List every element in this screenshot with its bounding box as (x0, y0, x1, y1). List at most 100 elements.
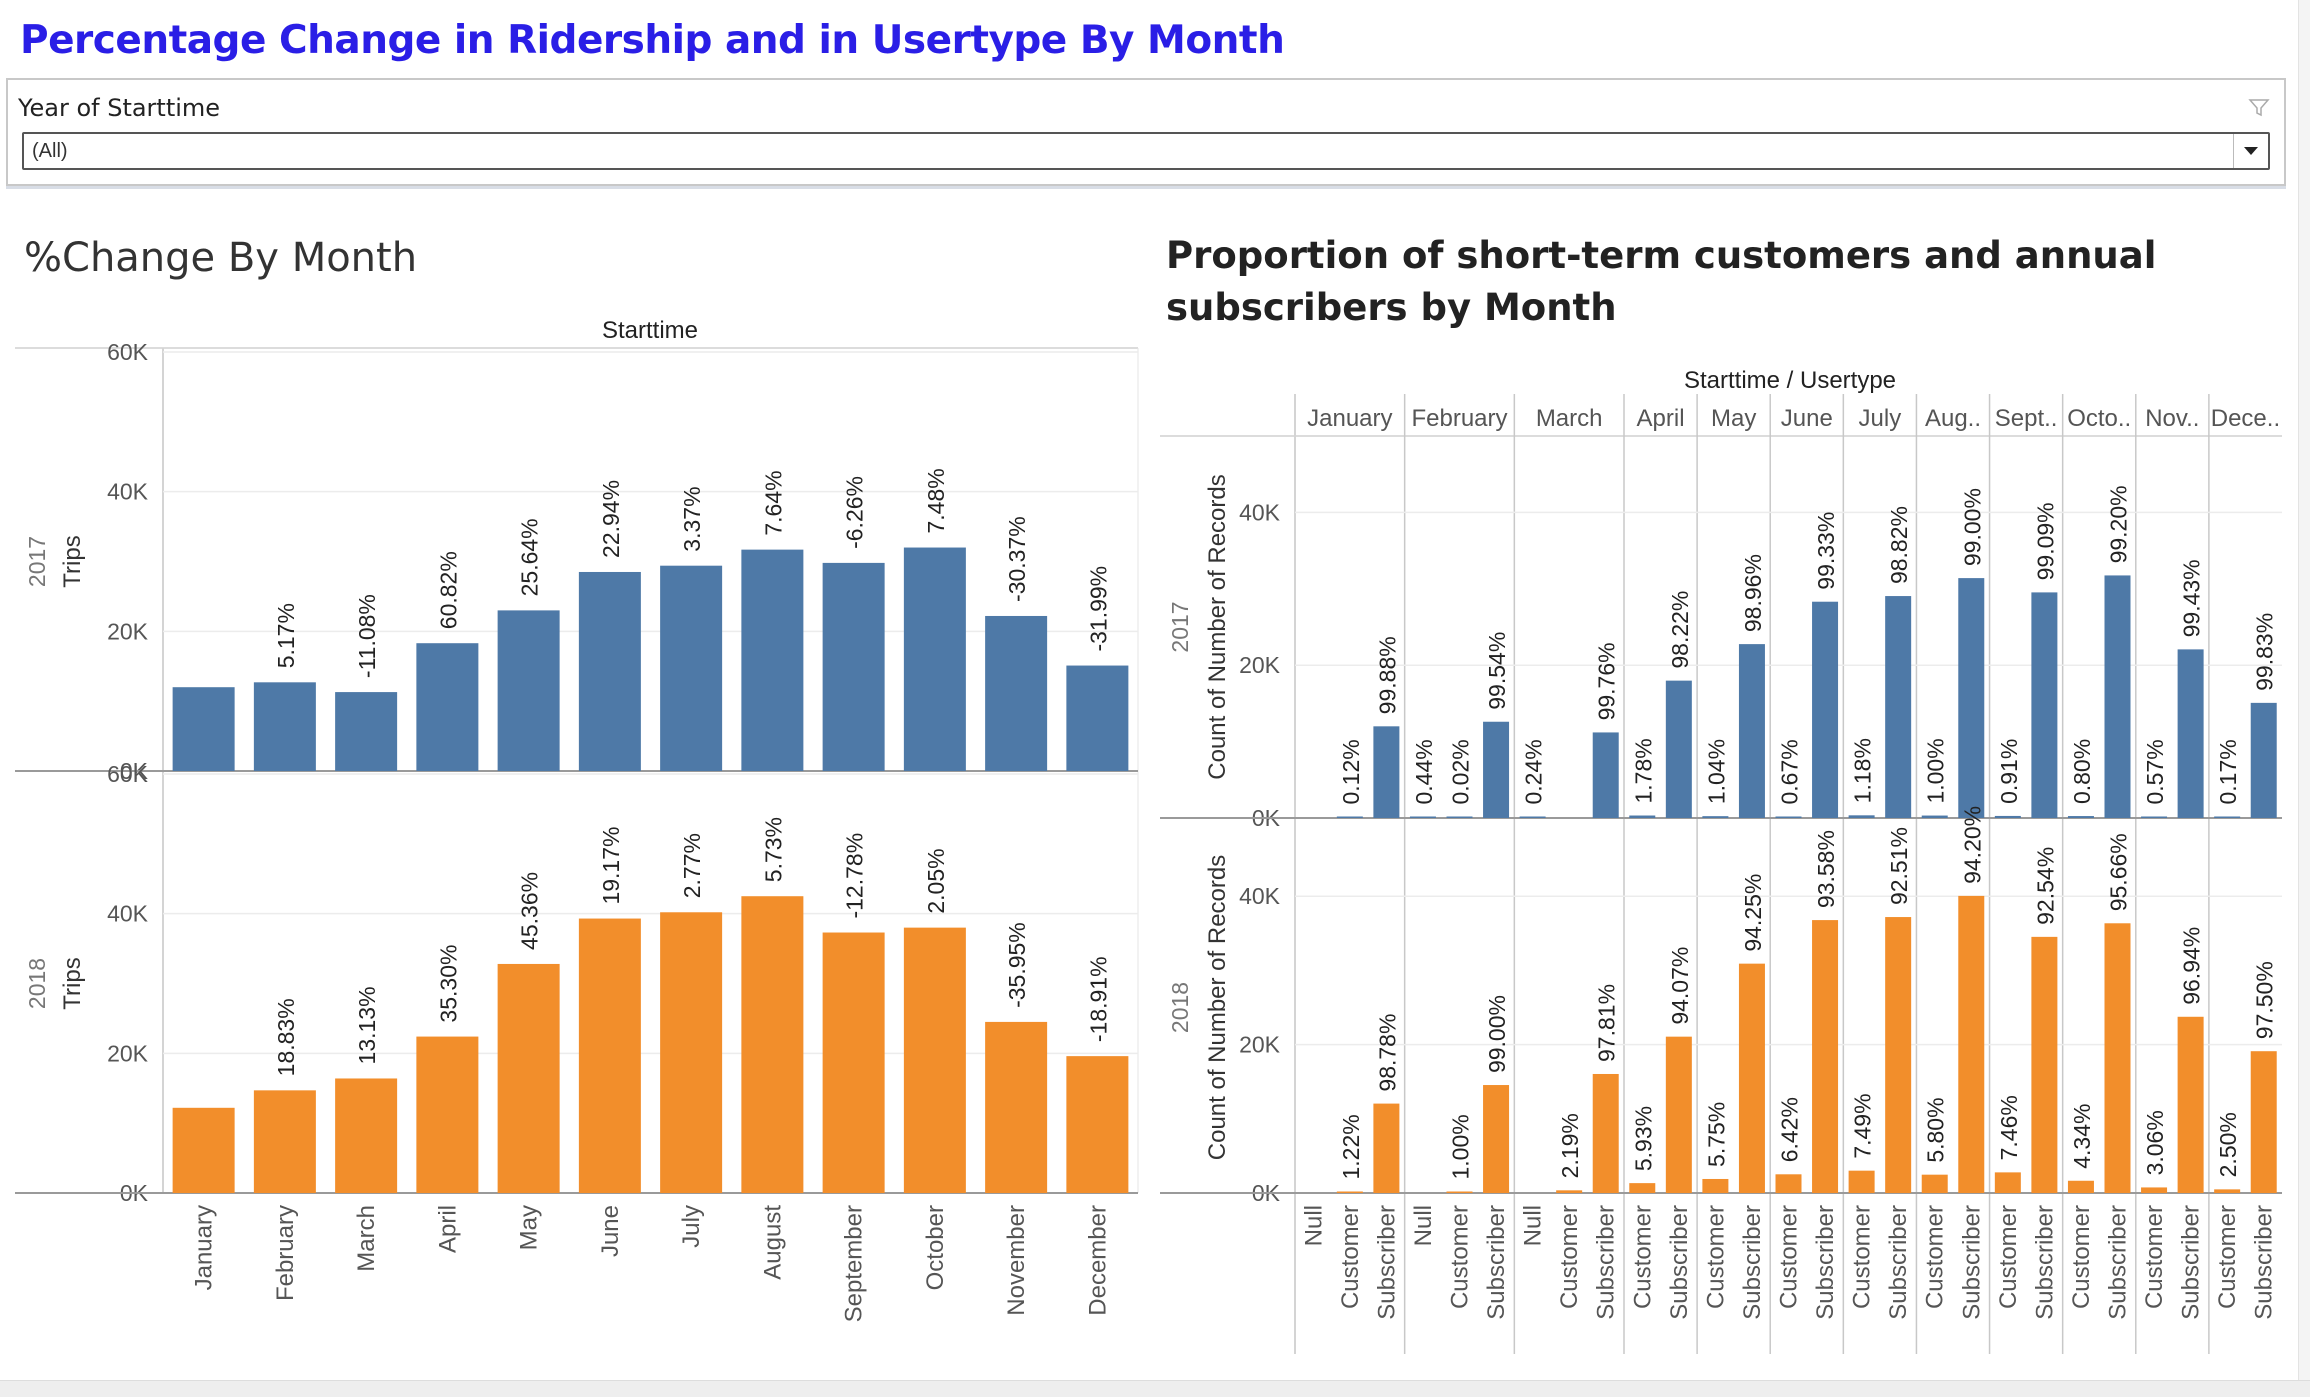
column-header: Starttime / Usertype (1684, 367, 1896, 394)
bar (1921, 1174, 1948, 1193)
bar (1848, 1170, 1875, 1193)
bar (1446, 1191, 1473, 1193)
x-tick-label: Null (1520, 1205, 1547, 1246)
data-label: 1.78% (1630, 738, 1656, 803)
bar (660, 912, 723, 1193)
vertical-scrollbar[interactable] (2298, 0, 2310, 1380)
data-label: 99.09% (2032, 502, 2058, 580)
bar (2177, 649, 2204, 818)
bar (416, 1036, 479, 1193)
data-label: 99.00% (1484, 995, 1510, 1073)
x-tick-label: April (434, 1205, 461, 1253)
row-year-label: 2017 (1167, 601, 1193, 652)
bar (1483, 721, 1510, 818)
bar (2214, 816, 2241, 818)
data-label: 13.13% (354, 986, 380, 1064)
bar (741, 896, 804, 1193)
bar (2031, 936, 2058, 1193)
x-tick-label: Customer (2214, 1205, 2241, 1309)
x-tick-label: Subscriber (1666, 1205, 1693, 1320)
data-label: 7.46% (1996, 1095, 2022, 1160)
bar (1592, 1073, 1619, 1193)
month-header: February (1411, 405, 1507, 432)
x-tick-label: Customer (2068, 1205, 2095, 1309)
data-label: 1.18% (1850, 738, 1876, 803)
funnel-icon[interactable] (2248, 96, 2270, 118)
data-label: -30.37% (1004, 516, 1030, 602)
bar (2177, 1016, 2204, 1193)
bar (578, 918, 641, 1193)
data-label: 5.80% (1923, 1097, 1949, 1162)
data-label: 2.05% (923, 848, 949, 913)
bar (416, 643, 479, 771)
y-tick-label: 0K (1252, 805, 1281, 831)
data-label: 25.64% (517, 518, 543, 596)
bar (1483, 1085, 1510, 1193)
data-label: 0.80% (2069, 739, 2095, 804)
y-tick-label: 40K (107, 901, 149, 927)
x-tick-label: Subscriber (1483, 1205, 1510, 1320)
bar (172, 687, 235, 771)
chevron-down-icon[interactable] (2233, 134, 2268, 168)
x-tick-label: July (678, 1205, 705, 1248)
bar (1702, 816, 1729, 818)
month-header: Nov.. (2145, 405, 2199, 432)
data-label: 4.34% (2069, 1104, 2095, 1169)
bar (2214, 1189, 2241, 1193)
bar (1066, 1056, 1129, 1193)
x-tick-label: October (922, 1205, 949, 1290)
bar (1066, 665, 1129, 771)
data-label: 5.17% (273, 603, 299, 668)
data-label: 0.17% (2215, 739, 2241, 804)
bar (741, 549, 804, 771)
data-label: 0.24% (1521, 739, 1547, 804)
x-tick-label: Subscriber (1812, 1205, 1839, 1320)
bar (903, 927, 966, 1193)
x-tick-label: August (759, 1205, 786, 1280)
y-axis-title: Count of Number of Records (1204, 474, 1231, 779)
y-tick-label: 20K (1239, 652, 1281, 678)
data-label: 6.42% (1777, 1097, 1803, 1162)
bar (1738, 644, 1765, 818)
x-tick-label: September (841, 1205, 868, 1322)
data-label: 99.54% (1484, 632, 1510, 710)
y-axis-title: Count of Number of Records (1204, 855, 1231, 1160)
data-label: 99.43% (2179, 559, 2205, 637)
y-tick-label: 20K (107, 1040, 149, 1066)
bar (253, 682, 316, 771)
data-label: 99.00% (1959, 488, 1985, 566)
year-filter: Year of Starttime (All) (6, 78, 2286, 186)
data-label: 1.04% (1703, 739, 1729, 804)
y-tick-label: 60K (107, 761, 149, 787)
y-axis-title: Trips (59, 957, 86, 1009)
bar (822, 932, 885, 1193)
data-label: -18.91% (1085, 956, 1111, 1042)
data-label: 2.50% (2215, 1112, 2241, 1177)
data-label: 98.82% (1886, 506, 1912, 584)
x-tick-label: Subscriber (2251, 1205, 2278, 1320)
x-tick-label: Subscriber (2105, 1205, 2132, 1320)
x-tick-label: February (272, 1205, 299, 1301)
bar (2067, 816, 2094, 818)
data-label: 1.00% (1448, 1114, 1474, 1179)
data-label: 22.94% (598, 480, 624, 558)
year-dropdown[interactable]: (All) (22, 132, 2270, 170)
bar (497, 610, 560, 771)
bar (172, 1107, 235, 1193)
data-label: 7.48% (923, 468, 949, 533)
column-header: Starttime (602, 317, 698, 344)
x-tick-label: Subscriber (1739, 1205, 1766, 1320)
data-label: 1.00% (1923, 738, 1949, 803)
data-label: 7.64% (760, 470, 786, 535)
bar (1592, 732, 1619, 818)
bar (1336, 1191, 1363, 1193)
bar (1556, 1190, 1583, 1193)
x-tick-label: May (516, 1205, 543, 1250)
bar (578, 571, 641, 771)
data-label: 94.20% (1959, 806, 1985, 884)
bar (253, 1090, 316, 1193)
bar (2250, 702, 2277, 818)
tab-strip (0, 1380, 2310, 1397)
y-tick-label: 60K (107, 339, 149, 365)
